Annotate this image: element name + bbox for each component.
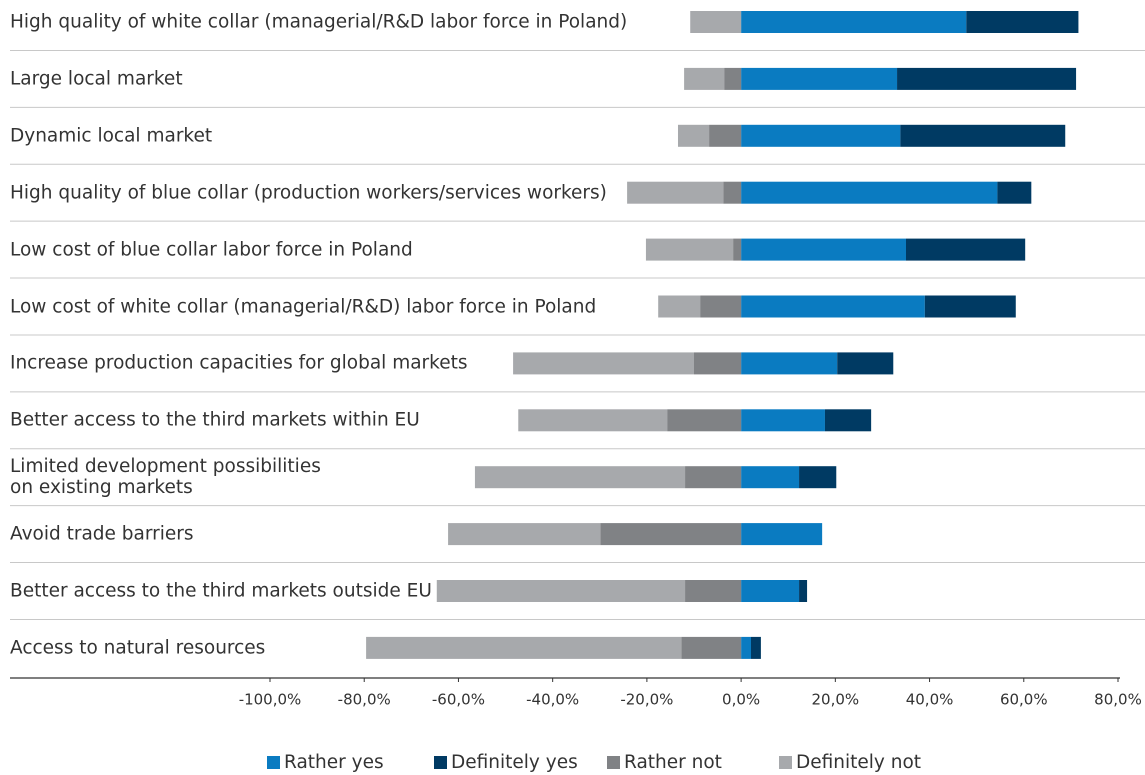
category-label: Dynamic local market: [10, 125, 213, 147]
legend-label: Rather yes: [284, 752, 384, 773]
bar: [733, 238, 742, 261]
bar: [723, 181, 742, 204]
bar: [436, 580, 686, 602]
bar: [799, 466, 837, 489]
bar: [966, 11, 1079, 33]
bar: [799, 580, 808, 602]
bar: [924, 295, 1016, 318]
x-tick-label: 60,0%: [1000, 691, 1048, 709]
bar: [741, 238, 906, 261]
x-tick-label: -60,0%: [432, 691, 485, 709]
legend-swatch: [434, 756, 447, 769]
bar: [724, 67, 742, 90]
bar: [474, 466, 686, 489]
legend-swatch: [779, 756, 792, 769]
bar: [600, 523, 742, 546]
bar: [448, 523, 601, 546]
bar: [741, 124, 901, 147]
bar: [741, 11, 967, 33]
bar: [741, 580, 800, 602]
legend-label: Definitely not: [796, 752, 921, 773]
category-label: Avoid trade barriers: [10, 523, 194, 545]
bar: [741, 181, 998, 204]
bar: [741, 466, 800, 489]
x-tick-label: 80,0%: [1094, 691, 1142, 709]
bar: [684, 67, 725, 90]
bar: [677, 124, 710, 147]
category-label: Better access to the third markets outsi…: [10, 580, 432, 602]
bar: [700, 295, 742, 318]
legend-label: Definitely yes: [451, 752, 578, 773]
bar: [518, 409, 668, 432]
x-tick-label: -80,0%: [338, 691, 391, 709]
bar: [690, 11, 742, 33]
legend-swatch: [267, 756, 280, 769]
category-label: Better access to the third markets withi…: [10, 409, 420, 431]
category-label: Large local market: [10, 68, 183, 90]
bar: [897, 67, 1077, 90]
x-tick-label: -100,0%: [239, 691, 302, 709]
bar: [513, 352, 694, 375]
bar: [667, 409, 742, 432]
bar: [694, 352, 742, 375]
category-label: High quality of blue collar (production …: [10, 182, 607, 204]
bar: [627, 181, 724, 204]
x-tick-label: 0,0%: [722, 691, 760, 709]
bar: [741, 295, 925, 318]
bar: [681, 636, 742, 659]
category-label: High quality of white collar (managerial…: [10, 11, 628, 33]
category-label: Limited development possibilities on exi…: [10, 456, 321, 499]
x-tick-label: -20,0%: [620, 691, 673, 709]
bar: [658, 295, 701, 318]
bar: [900, 124, 1066, 147]
bar: [741, 67, 898, 90]
category-label: Increase production capacities for globa…: [10, 352, 468, 374]
bar: [837, 352, 894, 375]
bar: [366, 636, 682, 659]
bar: [685, 466, 742, 489]
bar: [741, 636, 752, 659]
legend-swatch: [607, 756, 620, 769]
bar: [741, 409, 825, 432]
bar: [709, 124, 742, 147]
bar: [824, 409, 872, 432]
category-label: Access to natural resources: [10, 637, 266, 659]
legend-label: Rather not: [624, 752, 722, 773]
x-tick-label: -40,0%: [526, 691, 579, 709]
x-tick-label: 20,0%: [812, 691, 860, 709]
bar: [997, 181, 1032, 204]
category-label: Low cost of blue collar labor force in P…: [10, 239, 413, 261]
category-label: Low cost of white collar (managerial/R&D…: [10, 296, 597, 317]
x-tick-label: 40,0%: [906, 691, 954, 709]
bar: [645, 238, 734, 261]
bar: [751, 636, 761, 659]
bar: [741, 352, 838, 375]
bar: [685, 580, 742, 602]
bar: [741, 523, 823, 546]
bar: [906, 238, 1026, 261]
